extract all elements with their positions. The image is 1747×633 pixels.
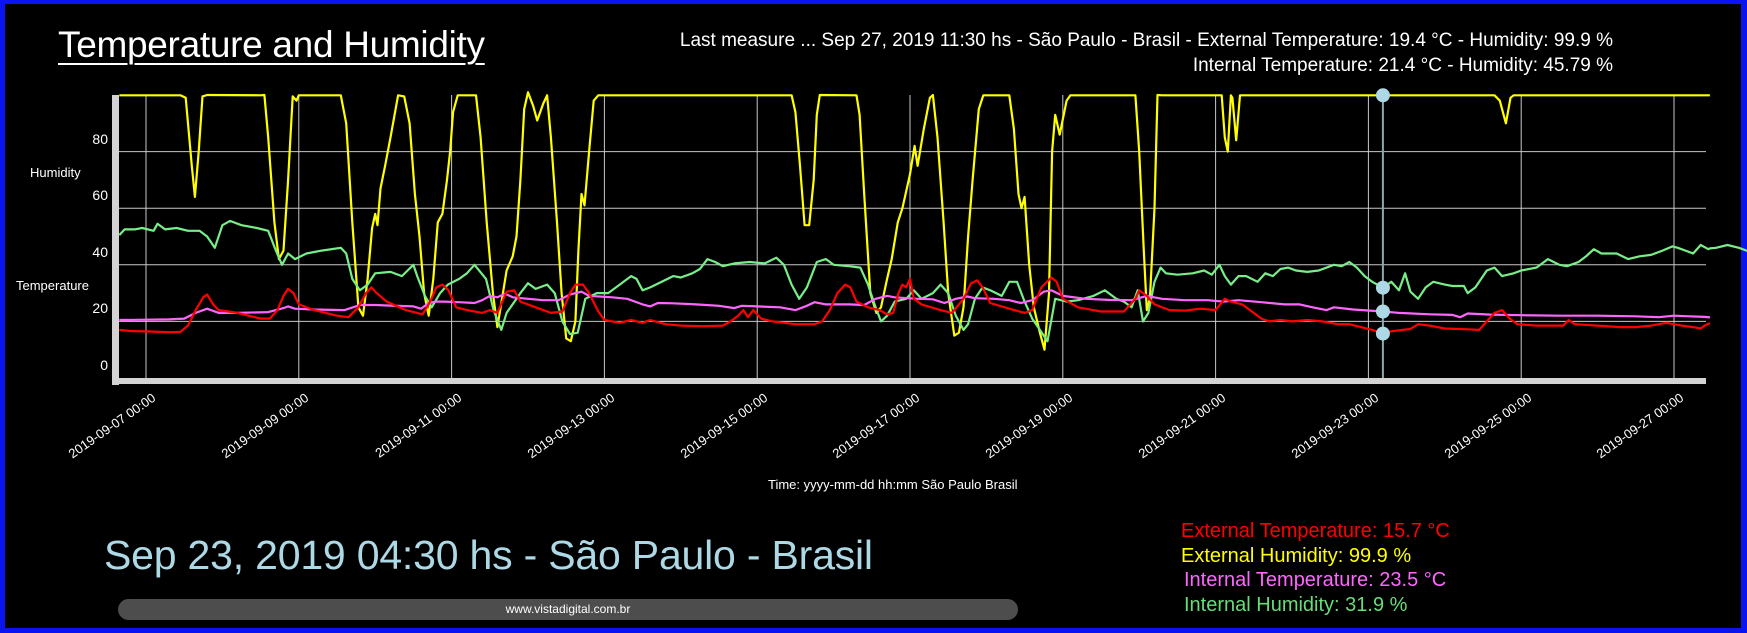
y-tick-label: 80: [92, 130, 108, 147]
selected-values-legend: External Temperature: 15.7 °C External Hu…: [1181, 519, 1450, 617]
last-measure-line-2: Internal Temperature: 21.4 °C - Humidity…: [1192, 55, 1613, 76]
y-tick-label: 40: [92, 243, 108, 260]
y-axis-bar: [112, 95, 119, 385]
readout-external-temperature: External Temperature: 15.7 °C: [1181, 520, 1450, 542]
readout-external-humidity: External Humidity: 99.9 %: [1181, 544, 1412, 567]
crosshair-marker: [1375, 304, 1390, 319]
y-tick-label: 0: [100, 357, 108, 373]
last-measure-summary: Last measure ... Sep 27, 2019 11:30 hs -…: [680, 28, 1613, 78]
series-line-external-humidity: [119, 91, 1710, 351]
y-axis-label-humidity: Humidity: [30, 165, 81, 180]
series-line-external-temperature: [119, 276, 1711, 335]
last-measure-line-1: Last measure ... Sep 27, 2019 11:30 hs -…: [679, 30, 1613, 51]
y-axis-label-temperature: Temperature: [16, 278, 89, 293]
crosshair-marker: [1375, 88, 1390, 103]
crosshair-marker: [1375, 280, 1390, 295]
footer-link[interactable]: www.vistadigital.com.br: [118, 599, 1018, 620]
y-tick-label: 60: [92, 187, 108, 204]
readout-internal-humidity: Internal Humidity: 31.9 %: [1184, 593, 1408, 616]
page-title: Temperature and Humidity: [58, 24, 485, 65]
series-line-internal-humidity: [118, 219, 1747, 343]
readout-internal-temperature: Internal Temperature: 23.5 °C: [1184, 569, 1447, 591]
crosshair-marker: [1375, 326, 1390, 341]
y-tick-label: 20: [92, 300, 108, 317]
x-axis-bar: [112, 378, 1706, 384]
x-axis-title: Time: yyyy-mm-dd hh:mm São Paulo Brasil: [768, 477, 1018, 492]
series-line-internal-temperature: [119, 289, 1711, 322]
selected-datetime: Sep 23, 2019 04:30 hs - São Paulo - Bras…: [104, 532, 873, 578]
